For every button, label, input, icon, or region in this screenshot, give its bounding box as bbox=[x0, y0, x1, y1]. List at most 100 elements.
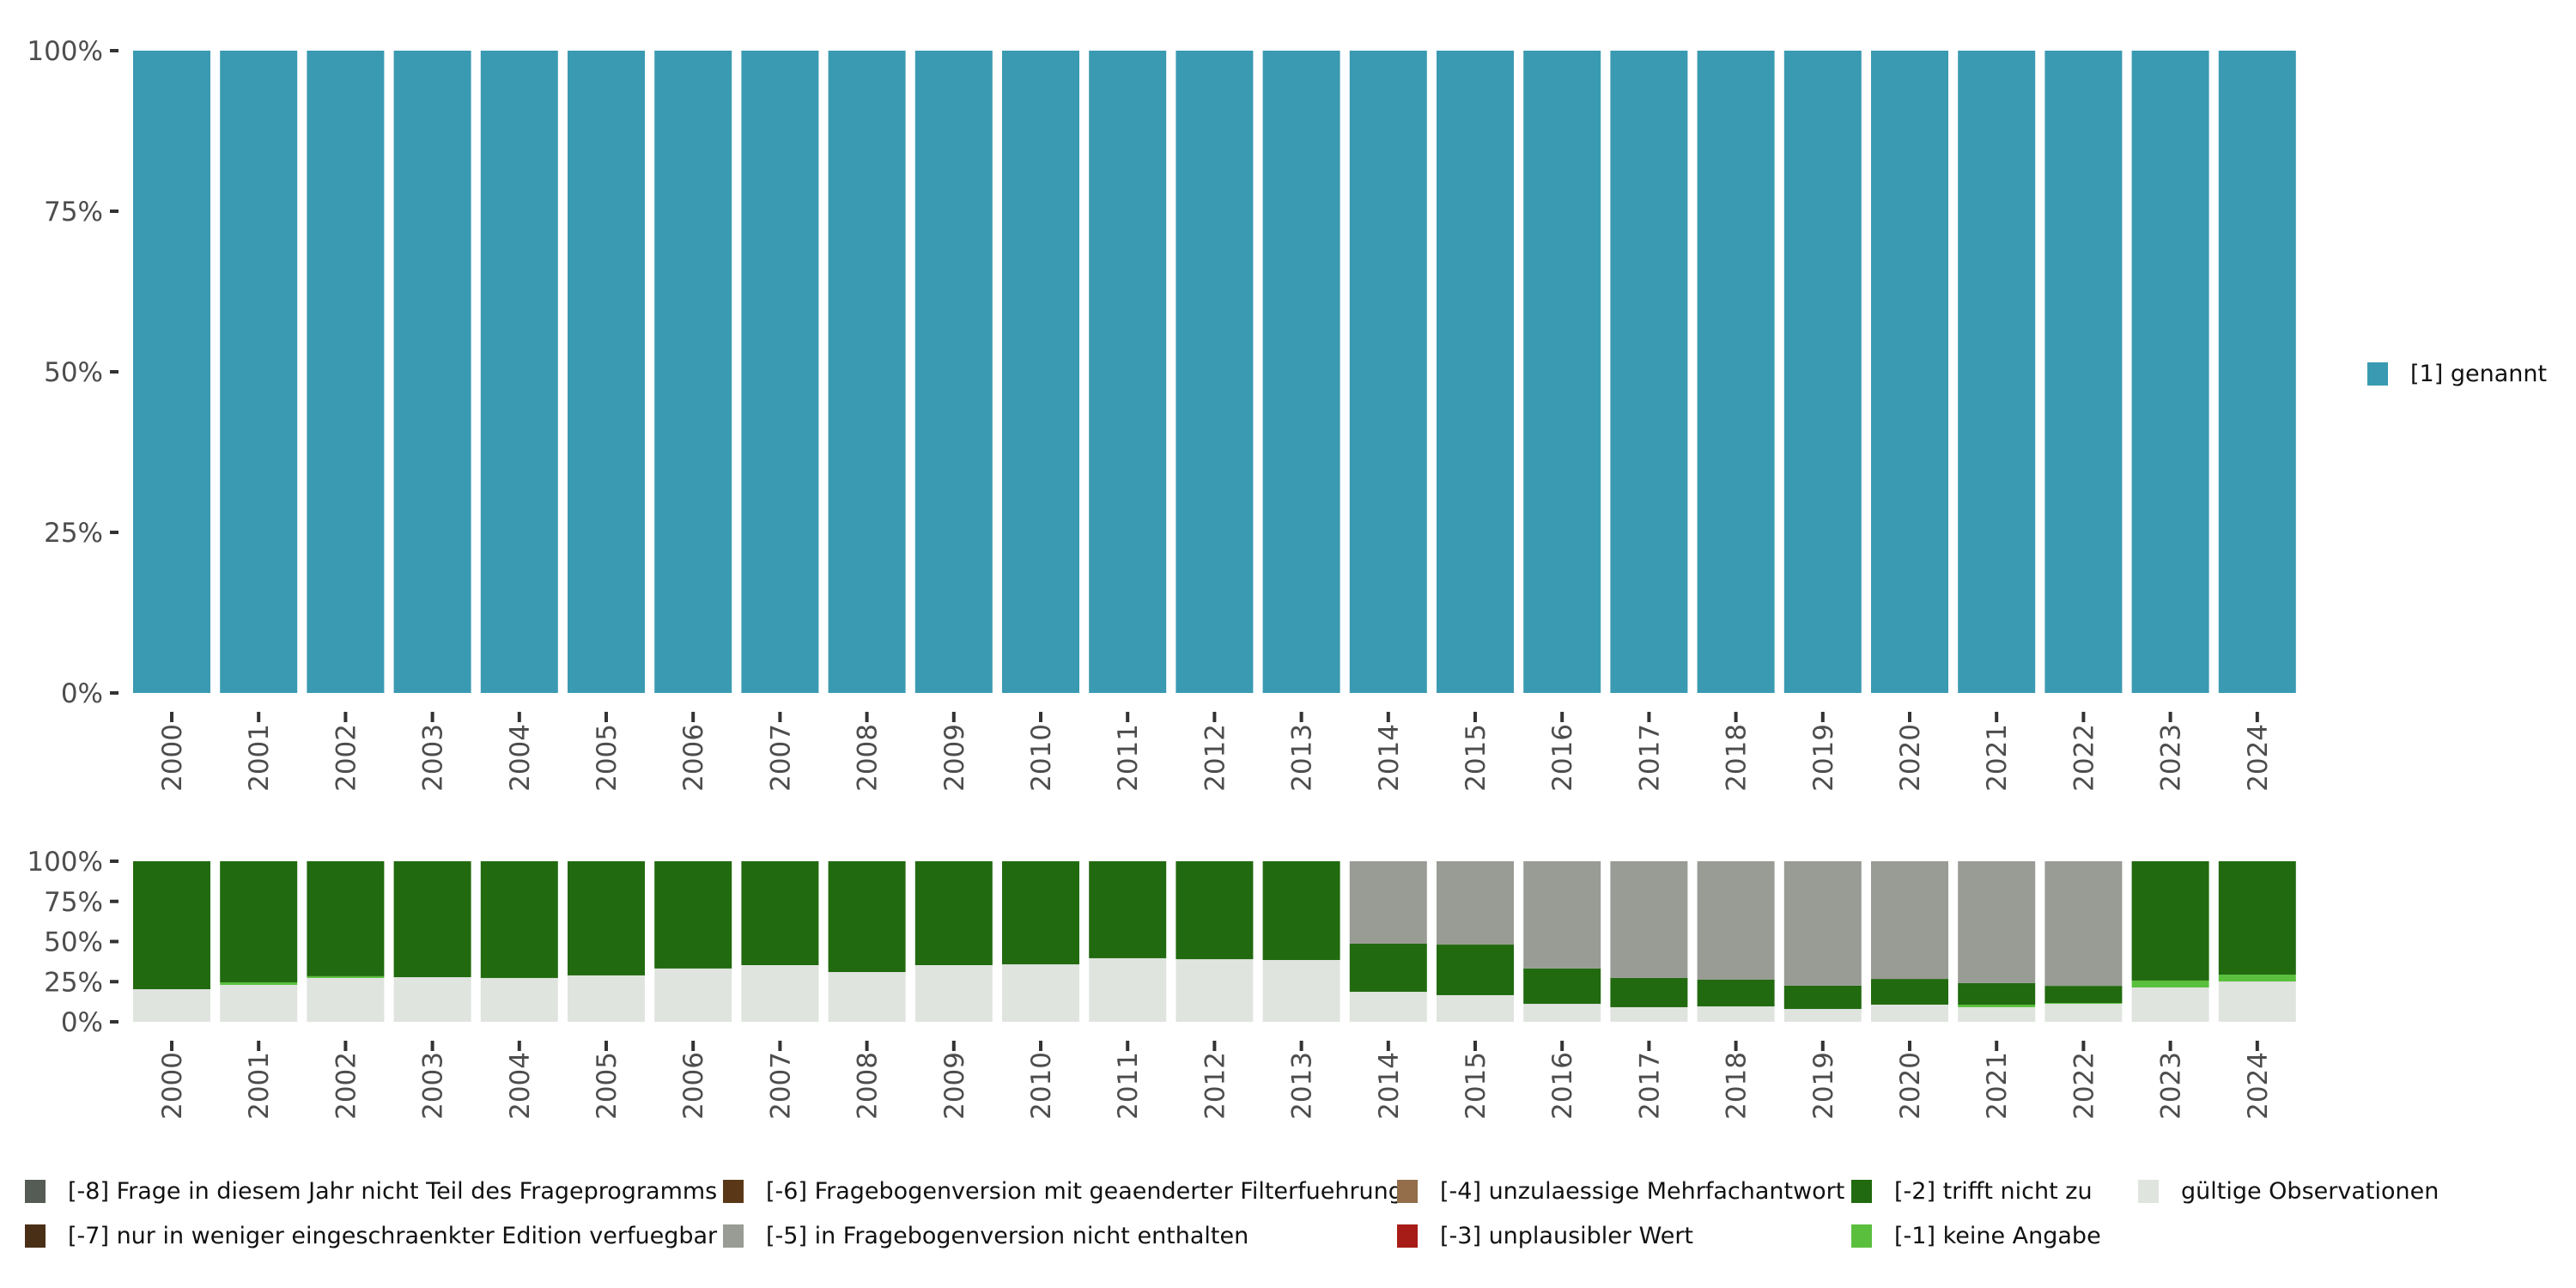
legend-label: [-8] Frage in diesem Jahr nicht Teil des… bbox=[68, 1178, 718, 1205]
x-tick-label: 2013 bbox=[1287, 1052, 1318, 1120]
bar-segment bbox=[1783, 985, 1862, 1010]
bar-segment bbox=[2131, 51, 2209, 693]
x-tick-label: 2022 bbox=[2069, 724, 2099, 792]
legend-swatch bbox=[1851, 1224, 1872, 1248]
legend-label: [-2] trifft nicht zu bbox=[1894, 1178, 2093, 1205]
x-tick-label: 2010 bbox=[1026, 1052, 1057, 1120]
y-tick-label: 25% bbox=[44, 518, 103, 549]
x-tick-label: 2014 bbox=[1374, 1052, 1405, 1120]
x-tick-label: 2022 bbox=[2069, 1052, 2099, 1120]
bar-segment bbox=[1523, 968, 1601, 1005]
bar-segment bbox=[2131, 980, 2209, 987]
x-tick-label: 2014 bbox=[1374, 724, 1405, 792]
x-tick-label: 2005 bbox=[592, 724, 623, 792]
bar-segment bbox=[1610, 977, 1688, 1007]
bar-segment bbox=[1002, 51, 1079, 693]
y-tick-label: 0% bbox=[61, 678, 103, 709]
bar-segment bbox=[1610, 51, 1688, 693]
x-tick-label: 2005 bbox=[592, 1052, 623, 1120]
bar-segment bbox=[480, 51, 558, 693]
bar-segment bbox=[133, 51, 210, 693]
bar-segment bbox=[2218, 981, 2296, 1022]
bar-segment bbox=[220, 984, 298, 1022]
x-tick-label: 2009 bbox=[939, 1052, 970, 1120]
bar-segment bbox=[1262, 861, 1340, 961]
x-tick-label: 2021 bbox=[1982, 1052, 2013, 1120]
bar-segment bbox=[1089, 51, 1167, 693]
bar-segment bbox=[1783, 1009, 1862, 1022]
legend-item-m1: [-1] keine Angabe bbox=[1851, 1223, 2101, 1249]
bar-segment bbox=[741, 964, 819, 1022]
bar-segment bbox=[1697, 51, 1775, 693]
bar-segment bbox=[568, 51, 645, 693]
bar-segment bbox=[307, 975, 385, 978]
y-tick-label: 75% bbox=[44, 197, 103, 228]
bar-segment bbox=[1610, 1006, 1688, 1022]
bar-segment bbox=[1002, 964, 1079, 1022]
legend-label: gültige Observationen bbox=[2181, 1178, 2439, 1205]
bar-segment bbox=[2218, 975, 2296, 982]
bar-segment bbox=[1437, 51, 1514, 693]
x-tick-label: 2015 bbox=[1461, 724, 1492, 792]
bar-segment bbox=[1349, 861, 1427, 944]
bar-segment bbox=[1262, 960, 1340, 1022]
legend-swatch bbox=[1397, 1180, 1418, 1203]
bar-segment bbox=[2044, 1004, 2123, 1022]
legend-item-m8: [-8] Frage in diesem Jahr nicht Teil des… bbox=[25, 1178, 717, 1205]
bar-segment bbox=[1697, 1006, 1775, 1022]
bar-segment bbox=[393, 977, 471, 1022]
bar-segment bbox=[307, 977, 385, 1022]
bar-segment bbox=[1437, 861, 1514, 945]
bar-segment bbox=[1523, 861, 1601, 969]
x-tick-label: 2021 bbox=[1982, 724, 2013, 792]
y-tick-label: 75% bbox=[44, 887, 103, 918]
x-tick-label: 2016 bbox=[1547, 1052, 1578, 1120]
bar-segment bbox=[914, 51, 993, 693]
x-tick-label: 2024 bbox=[2243, 724, 2274, 792]
bar-segment bbox=[828, 861, 906, 973]
bar-segment bbox=[393, 861, 471, 978]
bar-segment bbox=[1871, 861, 1948, 980]
x-tick-label: 2018 bbox=[1722, 1052, 1753, 1120]
bar-segment bbox=[2218, 861, 2296, 975]
bar-segment bbox=[1349, 992, 1427, 1022]
bar-segment bbox=[914, 861, 993, 965]
y-tick-label: 25% bbox=[44, 967, 103, 998]
bar-segment bbox=[1523, 1004, 1601, 1022]
x-tick-label: 2004 bbox=[505, 724, 536, 792]
bar-segment bbox=[1783, 51, 1862, 693]
bar-segment bbox=[2044, 51, 2123, 693]
x-tick-label: 2004 bbox=[505, 1052, 536, 1120]
bar-segment bbox=[1176, 959, 1254, 1022]
bar-segment bbox=[828, 51, 906, 693]
bar-segment bbox=[1697, 980, 1775, 1007]
bar-segment bbox=[741, 861, 819, 965]
x-tick-label: 2007 bbox=[765, 724, 796, 792]
legend-label: [-5] in Fragebogenversion nicht enthalte… bbox=[766, 1223, 1249, 1249]
x-tick-label: 2020 bbox=[1895, 724, 1926, 792]
y-tick-label: 50% bbox=[44, 357, 103, 388]
bar-segment bbox=[1610, 861, 1688, 978]
bar-segment bbox=[568, 861, 645, 975]
bar-segment bbox=[2044, 986, 2123, 1004]
bar-segment bbox=[654, 51, 732, 693]
bar-segment bbox=[2131, 861, 2209, 981]
x-tick-label: 2010 bbox=[1026, 724, 1057, 792]
bar-segment bbox=[1176, 51, 1254, 693]
y-tick-label: 0% bbox=[61, 1007, 103, 1038]
bar-segment bbox=[1437, 945, 1514, 995]
bar-segment bbox=[1176, 861, 1254, 960]
x-tick-label: 2003 bbox=[418, 724, 449, 792]
bar-segment bbox=[1871, 1004, 1948, 1022]
bar-segment bbox=[1958, 51, 2036, 693]
legend-item-m6: [-6] Fragebogenversion mit geaenderter F… bbox=[723, 1178, 1403, 1205]
x-tick-label: 2001 bbox=[244, 1052, 275, 1120]
bar-segment bbox=[220, 861, 298, 982]
x-tick-label: 2019 bbox=[1808, 1052, 1839, 1120]
legend-item-valid: gültige Observationen bbox=[2138, 1178, 2439, 1205]
bar-segment bbox=[1871, 979, 1948, 1005]
bar-segment bbox=[2044, 861, 2123, 987]
bar-segment bbox=[1958, 1006, 2036, 1022]
bar-segment bbox=[1697, 861, 1775, 981]
